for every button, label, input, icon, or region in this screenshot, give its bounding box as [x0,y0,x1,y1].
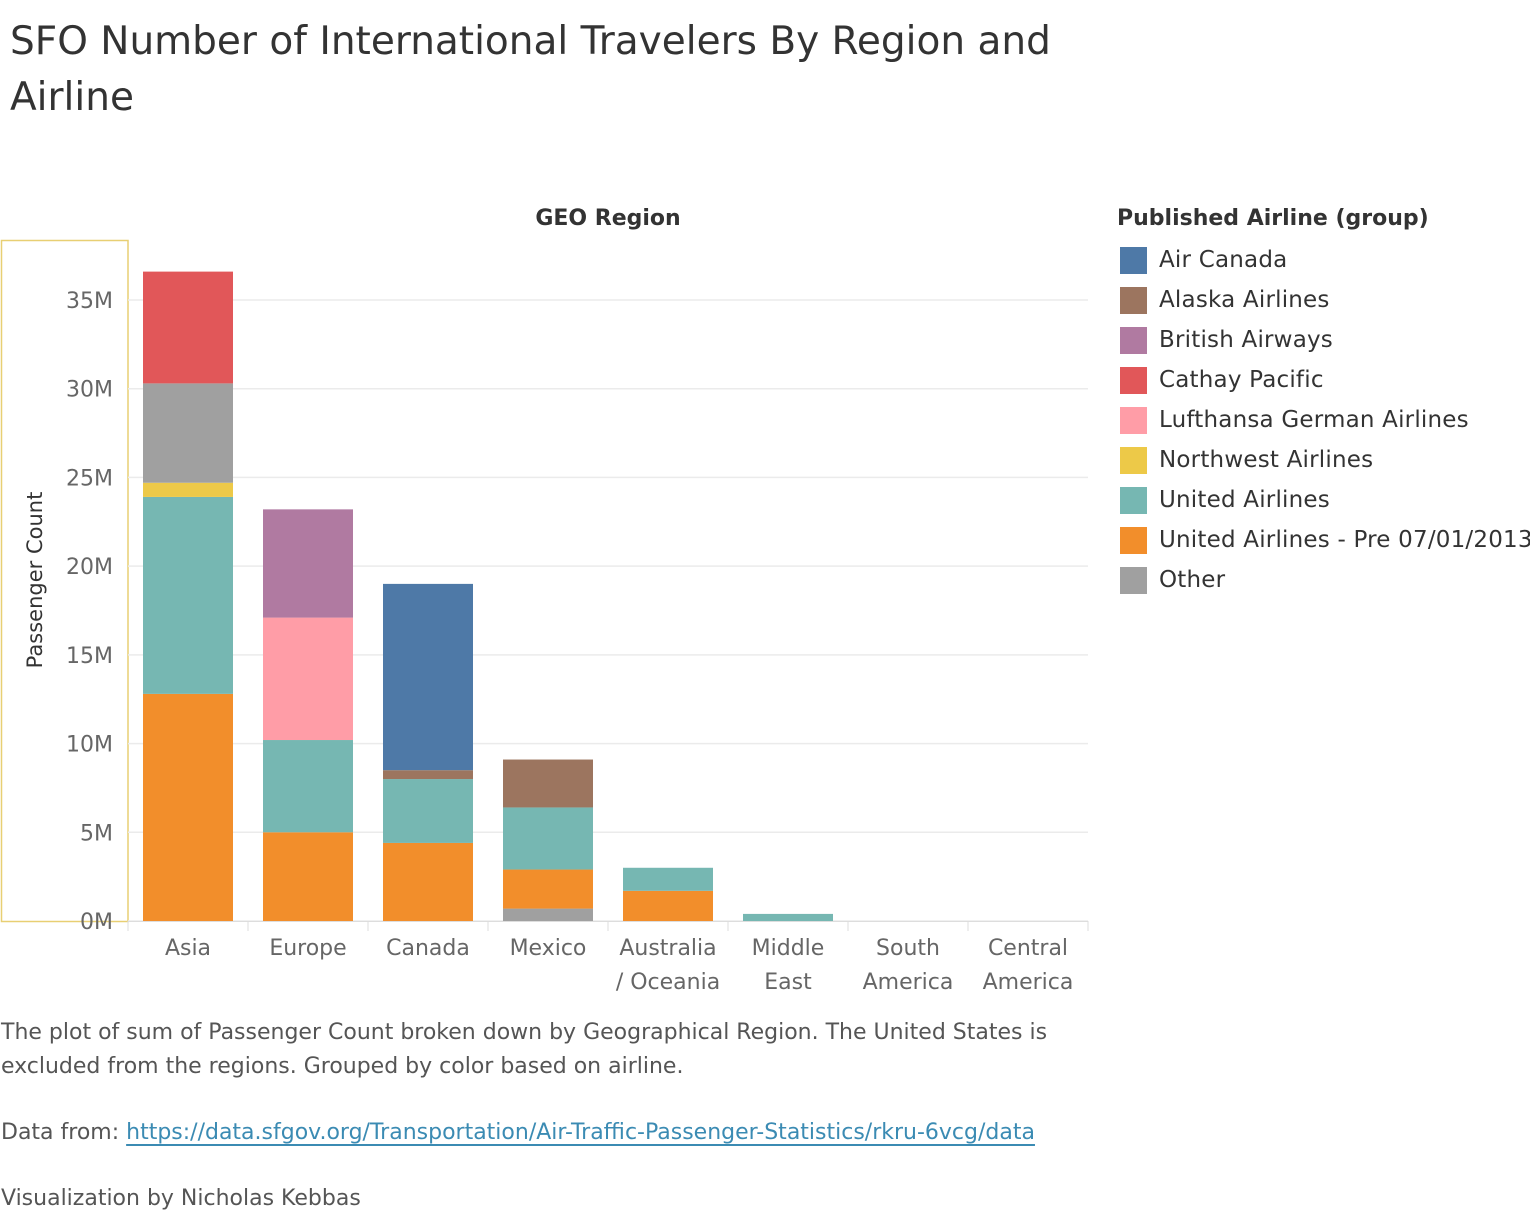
x-tick-label-line: Australia [619,936,716,961]
bar-segment-asia-northwest-airlines [143,482,233,497]
x-tick-label: Middle East [752,936,825,995]
data-source-link[interactable]: https://data.sfgov.org/Transportation/Ai… [126,1120,1035,1145]
legend-label: United Airlines - Pre 07/01/2013 [1159,527,1530,553]
legend-swatch [1120,366,1147,394]
y-tick-label: 10M [66,733,113,758]
x-tick-label-line: Europe [269,936,346,961]
legend-label: Cathay Pacific [1159,367,1324,393]
bar-segment-canada-air-canada [383,583,473,771]
legend-item-air-canada[interactable]: Air Canada [1117,240,1527,280]
data-source-prefix: Data from: [1,1120,127,1145]
legend-label: United Airlines [1159,487,1330,513]
x-tick-label: Asia [165,936,211,961]
legend-item-other[interactable]: Other [1117,560,1527,600]
bar-segment-europe-united-airlines-pre-07-01-2013 [263,832,353,921]
x-tick-label-line: Central [988,936,1068,961]
bar-segment-canada-united-airlines [383,779,473,843]
bar-segment-asia-united-airlines [143,496,233,694]
x-tick-label: Europe [269,936,346,961]
legend-title: Published Airline (group) [1117,206,1429,231]
bar-segment-asia-cathay-pacific [143,271,233,384]
legend-swatch [1120,286,1147,314]
y-axis-pane-border [0,239,129,923]
legend-label: Air Canada [1159,247,1288,273]
legend-swatch [1120,566,1147,594]
bar-segment-mexico-united-airlines-pre-07-01-2013 [503,869,593,909]
bar-segment-mexico-alaska-airlines [503,759,593,808]
bar-segment-mexico-united-airlines [503,807,593,870]
legend-label: Alaska Airlines [1159,287,1330,313]
legend-swatch [1120,526,1147,554]
legend: Published Airline (group) Air Canada Alas… [1117,204,1530,600]
y-tick-label: 5M [80,821,113,846]
x-tick-label: Canada [386,936,470,961]
x-tick-label: Mexico [510,936,587,961]
legend-label: Other [1159,567,1226,593]
bar-segment-canada-united-airlines-pre-07-01-2013 [383,842,473,921]
bar-segment-middle-east-united-airlines [743,913,833,921]
legend-swatch [1120,406,1147,434]
x-tick-label: Central America [983,936,1074,995]
legend-item-british-airways[interactable]: British Airways [1117,320,1527,360]
legend-label: British Airways [1159,327,1333,353]
x-tick-label-line: South [876,936,940,961]
bar-segment-europe-united-airlines [263,740,353,833]
legend-item-alaska-airlines[interactable]: Alaska Airlines [1117,280,1527,320]
legend-item-united-airlines[interactable]: United Airlines [1117,480,1527,520]
x-tick-label-line: Middle [752,936,825,961]
x-tick-label-line: Asia [165,936,211,961]
chart-caption: The plot of sum of Passenger Count broke… [1,1020,1048,1079]
bar-segment-asia-united-airlines-pre-07-01-2013 [143,693,233,921]
legend-item-cathay-pacific[interactable]: Cathay Pacific [1117,360,1527,400]
legend-item-northwest-airlines[interactable]: Northwest Airlines [1117,440,1527,480]
legend-swatch [1120,326,1147,354]
data-source: Data from: https://data.sfgov.org/Transp… [1,1116,1035,1150]
y-tick-label: 0M [80,910,113,935]
bar-segment-australia-oceania-united-airlines [623,867,713,891]
credit: Visualization by Nicholas Kebbas [1,1186,361,1211]
legend-label: Northwest Airlines [1159,447,1374,473]
x-tick-label-line: East [764,970,812,995]
x-tick-label-line: America [983,970,1074,995]
x-tick-label-line: America [863,970,954,995]
bar-segment-asia-other [143,383,233,483]
bar-segment-canada-alaska-airlines [383,770,473,780]
x-tick-label-line: / Oceania [616,970,720,995]
bar-segment-europe-british-airways [263,509,353,618]
legend-item-united-airlines-pre-07-01-2013[interactable]: United Airlines - Pre 07/01/2013 [1117,520,1530,560]
x-tick-label-line: Mexico [510,936,587,961]
stacked-bar-chart: 0M 5M 10M 15M 20M 25M 30M 35M Passenger Count Asi… [0,239,1089,995]
y-tick-label: 35M [66,289,113,314]
legend-swatch [1120,446,1147,474]
bar-segment-australia-oceania-united-airlines-pre-07-01-2013 [623,890,713,921]
legend-label: Lufthansa German Airlines [1159,407,1469,433]
y-axis-label: Passenger Count [23,492,47,669]
y-tick-label: 25M [66,466,113,491]
y-tick-label: 20M [66,555,113,580]
column-header: GEO Region [535,206,681,231]
legend-swatch [1120,486,1147,514]
y-tick-label: 30M [66,378,113,403]
bar-segment-europe-lufthansa-german-airlines [263,617,353,741]
bar-segment-mexico-other [503,908,593,921]
legend-items: Air Canada Alaska Airlines British Airways… [1117,240,1530,600]
page-title: SFO Number of International Travelers By… [10,19,1051,120]
legend-swatch [1120,246,1147,274]
x-tick-label: South America [863,936,954,995]
legend-item-lufthansa-german-airlines[interactable]: Lufthansa German Airlines [1117,400,1527,440]
x-tick-label: Australia / Oceania [616,936,720,995]
y-tick-label: 15M [66,644,113,669]
x-tick-label-line: Canada [386,936,470,961]
